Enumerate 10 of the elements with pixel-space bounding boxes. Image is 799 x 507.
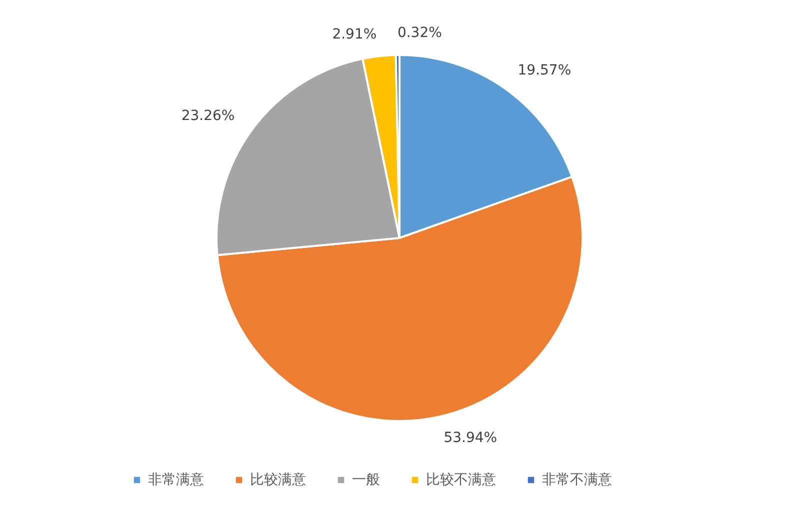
data-label: 19.57% (518, 62, 572, 79)
data-label: 2.91% (332, 26, 377, 42)
data-label: 23.26% (181, 108, 235, 124)
legend-label: 非常不满意 (542, 472, 612, 488)
legend-label: 比较满意 (250, 472, 306, 488)
data-label: 53.94% (444, 430, 498, 446)
legend-label: 比较不满意 (426, 472, 496, 488)
legend-label: 非常满意 (148, 472, 204, 488)
data-label: 0.32% (397, 25, 442, 42)
legend-label: 一般 (352, 472, 380, 488)
